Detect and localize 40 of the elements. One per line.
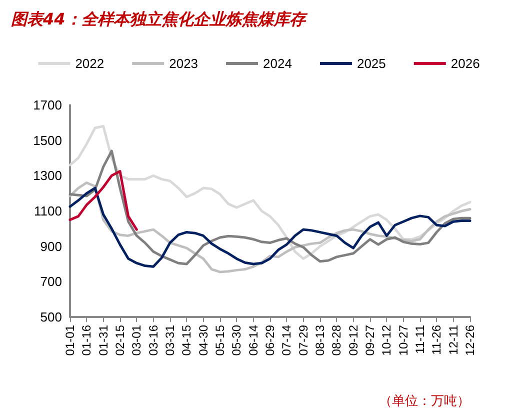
- x-tick-label: 12-11: [446, 324, 460, 355]
- x-tick-label: 03-01: [130, 324, 144, 356]
- x-tick-label: 07-14: [280, 324, 294, 356]
- text: （单位：万吨）: [379, 394, 470, 409]
- legend-label: 2023: [169, 56, 198, 71]
- y-tick-label: 1100: [34, 204, 62, 218]
- x-tick-label: 06-14: [246, 324, 260, 356]
- y-tick-label: 1700: [33, 98, 62, 112]
- x-tick-label: 04-30: [196, 324, 210, 356]
- x-tick-label: 12-26: [463, 324, 477, 356]
- x-tick-label: 08-28: [330, 324, 344, 356]
- x-tick-label: 01-01: [63, 324, 77, 356]
- x-tick-label: 09-12: [346, 324, 360, 356]
- legend-label: 2022: [75, 56, 104, 71]
- y-tick-label: 1500: [33, 132, 62, 148]
- x-tick-label: 11-26: [430, 324, 444, 355]
- legend-label: 2026: [450, 56, 480, 71]
- y-tick-label: 1300: [33, 168, 62, 184]
- x-tick-label: 08-13: [313, 324, 327, 356]
- x-tick-label: 06-29: [263, 324, 277, 356]
- chart-title: 图表44：全样本独立焦化企业炼焦煤库存: [11, 10, 308, 28]
- x-tick-label: 03-31: [163, 324, 177, 356]
- x-tick-label: 10-12: [380, 324, 394, 356]
- x-tick-label: 02-15: [113, 324, 127, 356]
- x-tick-label: 05-30: [230, 324, 244, 356]
- x-tick-label: 04-15: [180, 324, 194, 356]
- x-tick-label: 07-29: [296, 324, 310, 356]
- line-series: [68, 170, 138, 231]
- legend-label: 2024: [263, 56, 292, 71]
- x-tick-label: 10-27: [396, 324, 410, 356]
- legend-label: 2025: [356, 56, 386, 71]
- x-tick-label: 09-27: [363, 324, 377, 356]
- x-tick-label: 03-16: [146, 324, 160, 356]
- y-tick-label: 700: [40, 274, 62, 290]
- x-tick-label: 01-16: [80, 324, 94, 356]
- y-tick-label: 900: [40, 238, 62, 254]
- y-tick-label: 500: [40, 310, 62, 324]
- x-tick-label: 01-31: [96, 324, 110, 356]
- x-tick-label: 11-11: [413, 324, 427, 354]
- x-tick-label: 05-15: [213, 324, 227, 356]
